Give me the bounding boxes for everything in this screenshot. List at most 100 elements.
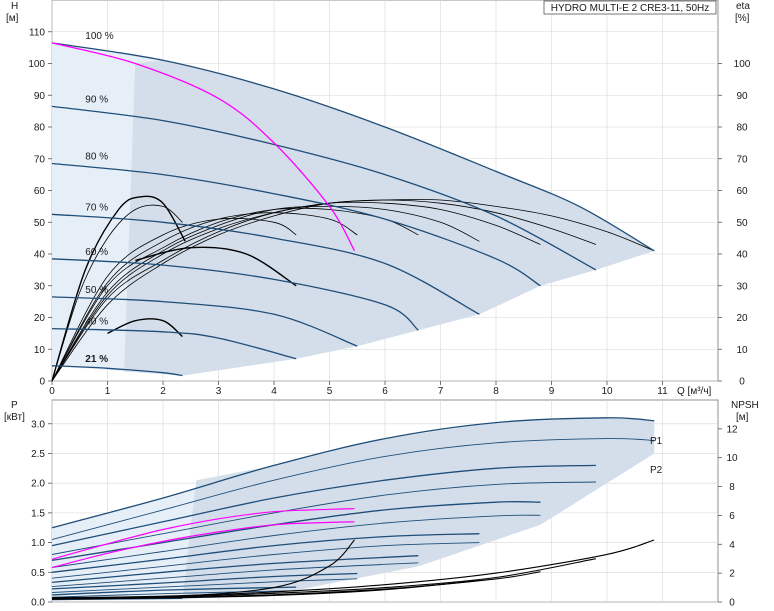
p1-curve-4 [51,533,480,573]
lower-right-tick-label: 0 [729,598,735,609]
speed-label: 21 % [85,354,108,365]
x-tick-label: 9 [549,386,555,397]
x-tick-label: 0 [49,386,55,397]
upper-left-tick-label: 100 [28,59,45,70]
eta-highlight-3 [107,318,183,338]
lower-left-tick-label: 3.0 [31,419,45,430]
upper-left-tick-label: 70 [34,154,46,165]
power-highlight-curve-2 [51,521,355,569]
x-tick-label: 5 [327,386,333,397]
title-box [543,0,717,15]
upper-right-tick-label: 100 [734,59,751,70]
upper-right-tick-label: 0 [739,377,745,388]
lower-left-axis-label-unit: [кВт] [4,412,25,423]
lower-right-axis-label-unit: [м] [736,412,749,423]
upper-left-tick-label: 60 [34,186,46,197]
lower-left-tick-label: 1.5 [31,508,45,519]
lower-left-tick-label: 0.5 [31,568,45,579]
eta-highlight-1 [51,195,186,382]
upper-right-tick-label: 10 [736,345,748,356]
eta-curve-8 [51,204,183,382]
p2-curve-4 [51,542,480,579]
p2-curve-1 [51,438,655,541]
lower-left-tick-label: 2.5 [31,449,45,460]
upper-right-tick-label: 40 [736,250,748,261]
p2-curve-5 [51,562,419,588]
upper-left-tick-label: 30 [34,281,46,292]
upper-left-tick-label: 110 [29,27,45,38]
x-tick-label: 10 [601,386,613,397]
head-curve-6 [51,296,358,347]
x-tick-label: 2 [160,386,166,397]
p1-curve-5 [51,555,419,584]
lower-right-tick-label: 4 [729,540,735,551]
head-efficiency-panel: 100 %90 %80 %70 %60 %50 %40 %21 %0102030… [28,0,751,397]
lower-left-axis-label-top: P [11,400,18,411]
p2-curve-3 [51,514,541,568]
x-tick-label: 6 [382,386,388,397]
lower-right-axis-label-top: NPSH [731,400,759,411]
upper-right-tick-label: 70 [736,154,748,165]
upper-left-tick-label: 10 [34,345,46,356]
p1-curve-7 [51,586,297,596]
x-axis-label: Q [м³/ч] [677,386,712,397]
p1-curve-1 [51,417,655,529]
p1-label: P1 [650,436,663,447]
upper-right-tick-label: 20 [736,313,748,324]
p2-curve-7 [51,590,297,598]
x-tick-label: 3 [216,386,222,397]
speed-label: 100 % [85,31,113,42]
head-highlight-curve [51,42,356,252]
upper-right-axis-label-top: eta [736,1,750,12]
x-tick-label: 7 [438,386,444,397]
upper-region-dark [124,60,655,376]
lower-right-tick-label: 12 [726,424,738,435]
upper-right-tick-label: 90 [736,91,748,102]
power-npsh-panel: P1 P2 0.0 0.5 1.0 1.5 2.0 2.5 3.0 0 2 4 6 8 10 12 [31,399,738,609]
head-curve-8 [51,365,183,377]
speed-label: 80 % [85,152,108,163]
x-tick-label: 8 [493,386,499,397]
speed-label: 90 % [85,94,108,105]
lower-left-tick-label: 1.0 [31,538,45,549]
upper-right-tick-label: 30 [736,281,748,292]
lower-left-tick-label: 2.0 [31,479,45,490]
upper-left-tick-label: 20 [34,313,46,324]
head-curve-1 [51,42,655,252]
upper-left-tick-label: 50 [34,218,46,229]
p2-curve-6 [51,578,358,593]
power-highlight-curve-1 [51,508,355,560]
upper-right-tick-label: 80 [736,123,748,134]
lower-right-tick-label: 8 [729,482,735,493]
lower-right-tick-label: 6 [729,511,735,522]
x-tick-label: 4 [271,386,277,397]
upper-left-tick-label: 80 [34,123,46,134]
upper-left-tick-label: 0 [39,377,45,388]
lower-region-dark [182,417,655,600]
eta-curve-7 [51,217,297,382]
speed-label: 40 % [85,317,108,328]
upper-right-tick-label: 60 [736,186,748,197]
lower-right-tick-label: 2 [729,569,735,580]
speed-label: 50 % [85,285,108,296]
eta-highlight-2 [135,246,297,287]
p1-curve-2 [51,464,596,547]
upper-left-tick-label: 40 [34,250,46,261]
npsh-curve-5 [51,539,355,600]
p2-curve-2 [51,481,596,555]
chart-title: HYDRO MULTI-E 2 CRE3-11, 50Hz [551,3,710,14]
x-tick-label: 1 [105,386,111,397]
head-curve-4 [51,213,480,315]
eta-curve-6 [51,212,358,382]
lower-right-tick-label: 10 [726,453,738,464]
head-curve-5 [51,258,419,331]
head-curve-2 [51,105,597,271]
p1-curve-6 [51,572,358,590]
upper-left-axis-label-top: H [11,1,18,12]
speed-label: 70 % [85,202,108,213]
lower-left-tick-label: 0.0 [31,598,45,609]
x-tick-label: 11 [657,386,668,397]
upper-left-axis-label-unit: [м] [6,13,19,24]
p2-label: P2 [650,465,663,476]
